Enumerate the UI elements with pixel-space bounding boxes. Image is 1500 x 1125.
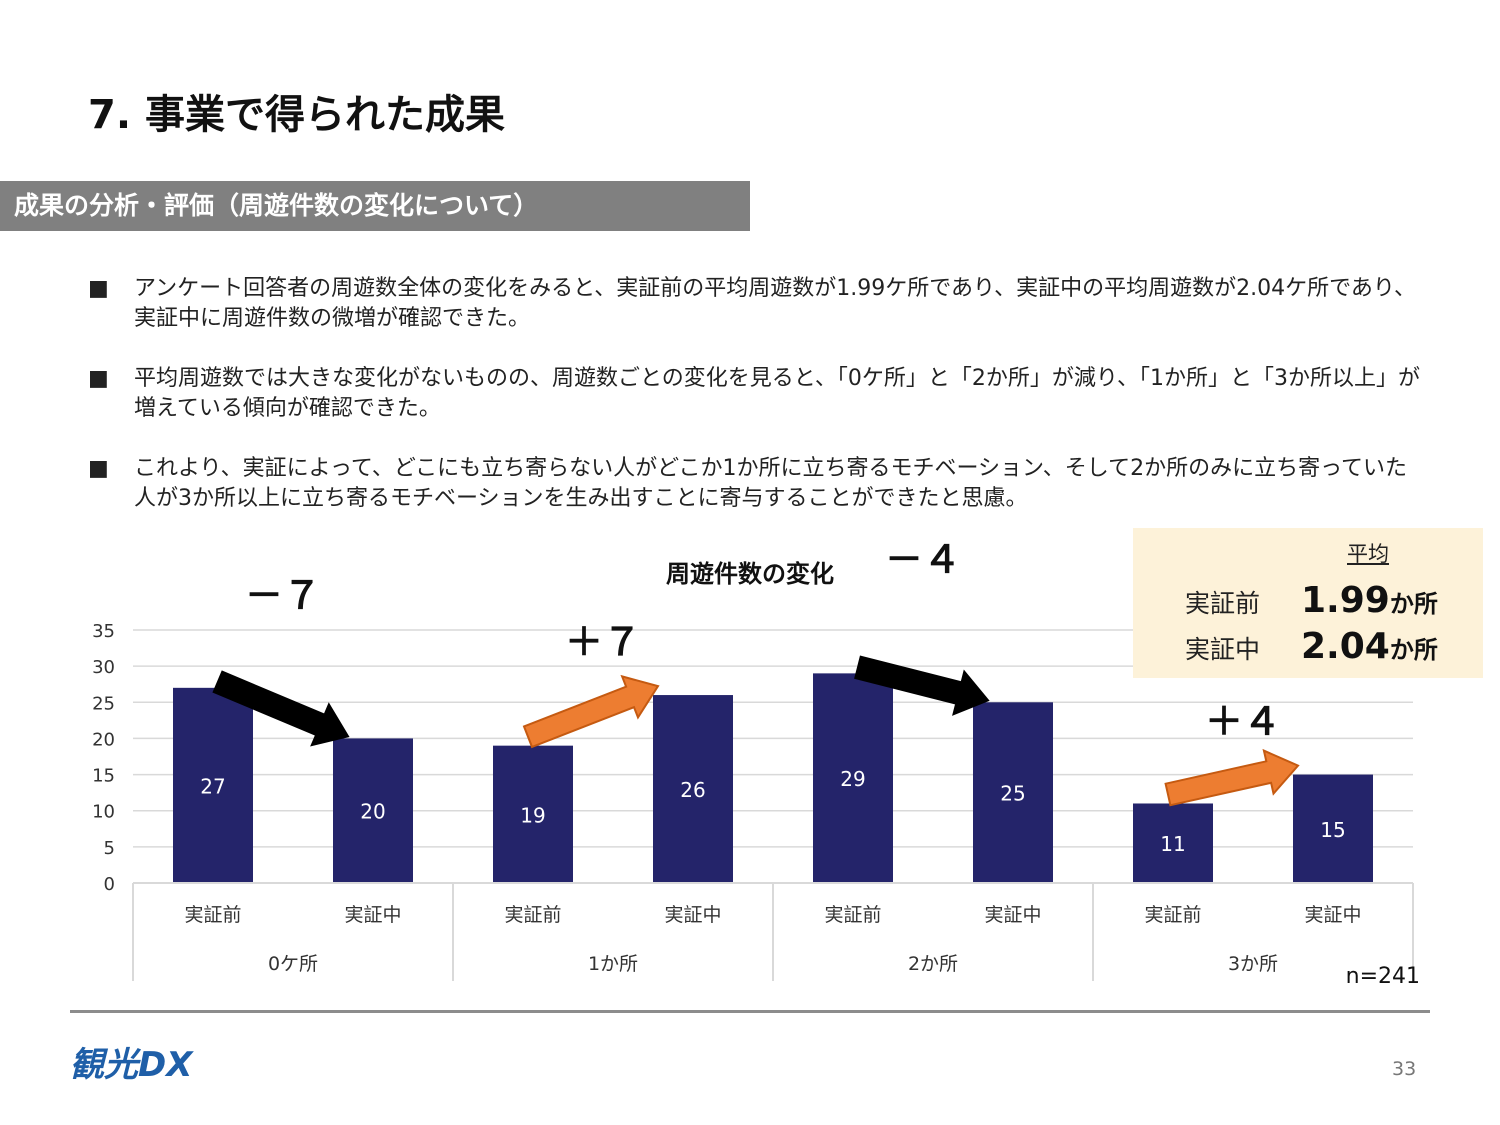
change-arrow-icon [854,655,990,716]
change-annotation: －４ [885,540,961,581]
sample-size-note: n=241 [1346,964,1420,989]
average-row-during: 実証中 2.04か所 [1185,626,1438,670]
average-label: 実証前 [1185,589,1261,618]
y-tick-label: 5 [104,838,115,859]
logo-text: 観光DX [70,1045,194,1085]
bar [813,673,893,883]
y-tick-label: 15 [92,766,115,787]
bar [333,738,413,883]
bullet-square-icon: ■ [88,456,109,481]
bar [173,687,253,883]
bar-value-label: 20 [360,800,385,824]
x-tick-label: 実証前 [504,904,561,926]
page-number: 33 [1392,1058,1417,1080]
y-tick-label: 30 [92,657,115,678]
bullet-square-icon: ■ [88,366,109,391]
group-label: 2か所 [908,953,958,975]
bar-value-label: 27 [200,774,225,798]
average-unit: か所 [1389,590,1438,618]
bar-value-label: 29 [840,767,865,791]
y-tick-label: 25 [92,693,115,714]
bar-chart: 周遊件数の変化 0 5 10 15 20 25 30 35 27 実証前 20 実証中 19 実証前 26 実証… [92,540,1420,989]
average-label: 実証中 [1185,635,1261,664]
x-tick-label: 実証前 [824,904,881,926]
bar [1133,803,1213,883]
x-tick-label: 実証前 [184,904,241,926]
bar [653,695,733,883]
bar [973,702,1053,883]
change-arrow-icon [212,670,350,747]
change-annotation: ＋４ [1205,700,1281,744]
bar [1293,774,1373,883]
section-banner: 成果の分析・評価（周遊件数の変化について） [0,181,750,231]
change-arrow-icon [522,674,660,749]
group-label: 0ケ所 [268,953,318,975]
bullet-text: これより、実証によって、どこにも立ち寄らない人がどこか1か所に立ち寄るモチベーシ… [134,456,1407,511]
page-title: 7. 事業で得られた成果 [88,92,505,138]
change-arrow-icon [1164,748,1300,807]
average-value: 1.99 [1301,580,1390,621]
bullet-text: アンケート回答者の周遊数全体の変化をみると、実証前の平均周遊数が1.99ケ所であ… [134,276,1417,331]
x-tick-label: 実証中 [984,904,1041,926]
average-value: 2.04 [1301,626,1390,667]
chart-title: 周遊件数の変化 [666,560,834,588]
group-label: 3か所 [1228,953,1278,975]
average-header: 平均 [1347,542,1389,566]
average-unit: か所 [1389,636,1438,664]
group-label: 1か所 [588,953,638,975]
y-tick-label: 10 [92,802,115,823]
logo: 観光DX [70,1045,194,1085]
y-tick-label: 0 [104,874,115,895]
bar-value-label: 15 [1320,818,1345,842]
average-box: 平均 実証前 1.99か所 実証中 2.04か所 [1133,528,1483,678]
x-tick-label: 実証中 [344,904,401,926]
average-row-before: 実証前 1.99か所 [1185,580,1438,624]
x-tick-label: 実証中 [1304,904,1361,926]
bar [493,745,573,883]
y-tick-label: 35 [92,621,115,642]
x-tick-label: 実証前 [1144,904,1201,926]
footer-divider [70,1010,1430,1013]
change-annotation: －７ [245,573,321,617]
bar-value-label: 25 [1000,782,1025,806]
x-tick-label: 実証中 [664,904,721,926]
bullet-text: 平均周遊数では大きな変化がないものの、周遊数ごとの変化を見ると、「0ケ所」と「2… [134,366,1421,421]
change-annotation: ＋７ [565,620,641,664]
y-tick-label: 20 [92,729,115,750]
bullet-square-icon: ■ [88,276,109,301]
bar-value-label: 19 [520,803,545,827]
bar-value-label: 11 [1160,832,1185,856]
bar-value-label: 26 [680,778,705,802]
